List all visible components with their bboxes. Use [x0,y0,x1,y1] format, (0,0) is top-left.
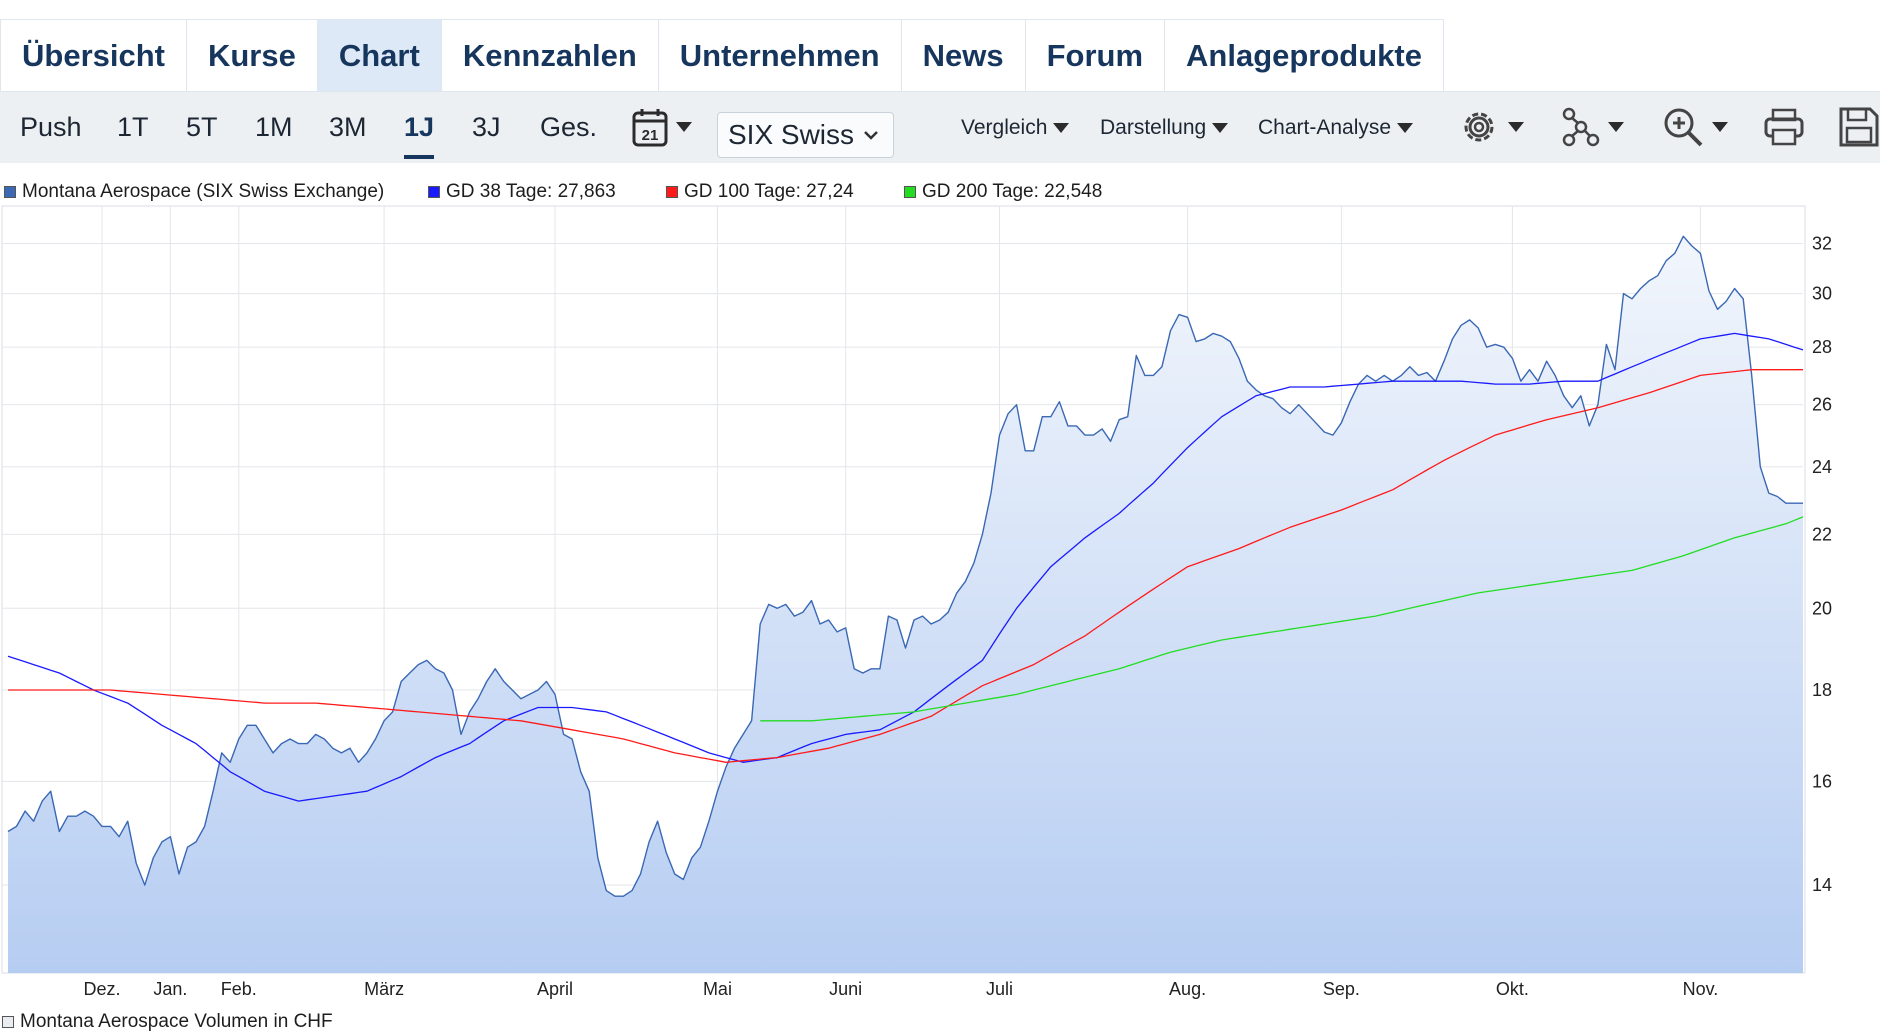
network-icon [1562,107,1600,147]
legend-price[interactable]: Montana Aerospace (SIX Swiss Exchange) [4,181,384,203]
save-button[interactable] [1838,104,1880,150]
volume-legend: Montana Aerospace Volumen in CHF [2,1011,333,1033]
tab-kennzahlen[interactable]: Kennzahlen [442,20,659,92]
chart-analysis-label: Chart-Analyse [1258,115,1392,139]
settings-button[interactable] [1458,104,1524,150]
y-tick-label: 22 [1812,524,1832,544]
x-tick-label: Okt. [1496,979,1529,999]
period-5t[interactable]: 5T [186,112,218,142]
x-tick-label: Feb. [221,979,257,999]
legend-swatch-gd200 [904,186,916,198]
legend-swatch-price [4,186,16,198]
period-1t[interactable]: 1T [117,112,149,142]
exchange-select-value: SIX Swiss [728,119,855,150]
chevron-down-icon [1212,122,1229,133]
print-button[interactable] [1763,104,1805,150]
series-gd200-line [760,516,1804,722]
price-chart[interactable]: 14 16 18 20 22 24 26 28 30 32 Dez. Jan. Feb. März Apri… [0,205,1880,1005]
tab-unternehmen[interactable]: Unternehmen [659,20,902,92]
x-tick-label: Juli [986,979,1013,999]
legend-label-gd100: GD 100 Tage: 27,24 [684,181,854,202]
x-tick-label: Mai [703,979,732,999]
save-icon [1839,107,1879,147]
series-gd100-line [8,369,1803,763]
series-gd38-line [7,332,1804,802]
legend-gd100[interactable]: GD 100 Tage: 27,24 [666,181,854,203]
tab-chart[interactable]: Chart [317,20,442,106]
chart-analysis-dropdown[interactable]: Chart-Analyse [1258,92,1414,163]
volume-label-text: Montana Aerospace Volumen in CHF [20,1011,333,1032]
legend-gd200[interactable]: GD 200 Tage: 22,548 [904,181,1102,203]
display-label: Darstellung [1100,115,1207,139]
tab-news[interactable]: News [902,20,1026,92]
y-tick-label: 14 [1812,875,1832,895]
x-tick-label: Dez. [84,979,121,999]
y-tick-label: 24 [1812,457,1832,477]
series-price-line [7,235,1803,897]
volume-swatch [2,1016,14,1028]
chevron-down-icon [1608,122,1624,132]
compare-label: Vergleich [961,115,1048,139]
compare-dropdown[interactable]: Vergleich [961,92,1070,163]
x-tick-label: Jan. [153,979,187,999]
x-tick-label: Sep. [1323,979,1360,999]
x-tick-label: Aug. [1169,979,1206,999]
period-ges[interactable]: Ges. [540,112,598,142]
y-tick-label: 30 [1812,284,1832,304]
zoom-icon [1664,108,1703,147]
calendar-day: 21 [642,127,659,144]
chevron-down-icon [1053,122,1070,133]
y-tick-label: 16 [1812,771,1832,791]
y-tick-label: 26 [1812,395,1832,415]
main-tabs: Übersicht Kurse Chart Kennzahlen Unterne… [0,19,1444,106]
x-tick-label: Nov. [1683,979,1719,999]
x-tick-label: April [537,979,573,999]
period-3j[interactable]: 3J [472,112,501,142]
tab-forum[interactable]: Forum [1026,20,1166,92]
legend-swatch-gd38 [428,186,440,198]
calendar-button[interactable]: 21 [632,104,692,150]
chevron-down-icon [1712,122,1728,132]
y-tick-label: 18 [1812,680,1832,700]
zoom-button[interactable] [1662,104,1728,150]
calendar-icon: 21 [632,109,668,147]
legend-gd38[interactable]: GD 38 Tage: 27,863 [428,181,616,203]
y-tick-label: 20 [1812,598,1832,618]
period-1j[interactable]: 1J [404,92,435,163]
exchange-select[interactable]: SIX Swiss [717,112,894,158]
settings-icon [1464,112,1494,142]
y-tick-label: 28 [1812,337,1832,357]
tab-uebersicht[interactable]: Übersicht [1,20,187,92]
tab-anlageprodukte[interactable]: Anlageprodukte [1186,38,1422,73]
period-push[interactable]: Push [20,112,82,142]
chevron-down-icon [1397,122,1414,133]
chevron-down-icon [864,131,878,140]
chevron-down-icon [676,122,692,132]
print-icon [1764,108,1804,146]
chart-toolbar: Push 1T 5T 1M 3M 1J 3J Ges. 21 SIX Swiss… [0,91,1880,163]
period-3m[interactable]: 3M [329,112,367,142]
legend-label-price: Montana Aerospace (SIX Swiss Exchange) [22,181,385,202]
chevron-down-icon [1508,122,1524,132]
legend-label-gd38: GD 38 Tage: 27,863 [446,181,616,202]
legend-label-gd200: GD 200 Tage: 22,548 [922,181,1103,202]
x-tick-label: März [364,979,404,999]
legend-swatch-gd100 [666,186,678,198]
period-1m[interactable]: 1M [255,112,293,142]
network-button[interactable] [1560,104,1624,150]
tab-kurse[interactable]: Kurse [187,20,318,92]
x-tick-label: Juni [829,979,862,999]
price-area [8,236,1803,974]
y-tick-label: 32 [1812,234,1832,254]
display-dropdown[interactable]: Darstellung [1100,92,1229,163]
